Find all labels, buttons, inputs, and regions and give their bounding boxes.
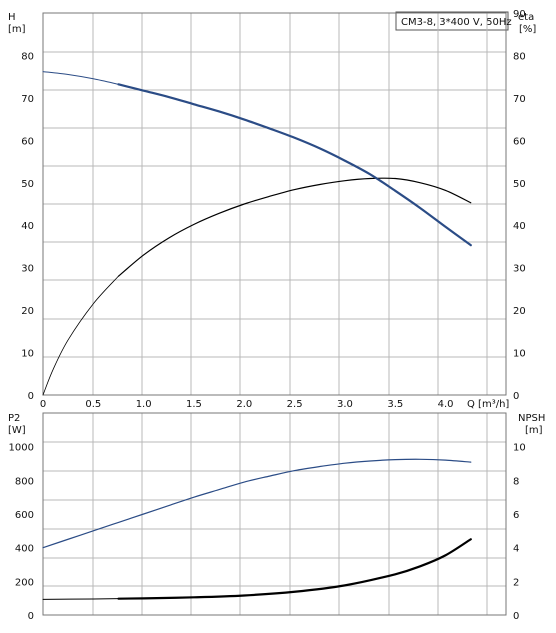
plot-frame xyxy=(42,12,507,396)
head-curve xyxy=(117,83,472,247)
left-axis-tick-label: 600 xyxy=(15,510,34,521)
right-axis-tick-label: 2 xyxy=(513,577,519,588)
bottom-left-axis-title-line2: [W] xyxy=(8,425,26,436)
x-axis-tick-label: 3.5 xyxy=(387,399,403,410)
npsh-curve xyxy=(117,538,472,600)
left-axis-tick-label: 0 xyxy=(28,391,34,402)
top-left-axis-title-line2: [m] xyxy=(8,24,26,35)
left-axis-tick-label: 30 xyxy=(21,264,34,275)
x-axis-label: Q [m³/h] xyxy=(467,399,509,410)
right-axis-tick-label: 10 xyxy=(513,443,526,454)
right-axis-tick-label: 6 xyxy=(513,510,519,521)
npsh-curve xyxy=(42,598,119,600)
top-right-axis-title-line2: [%] xyxy=(519,24,536,35)
right-axis-tick-label: 70 xyxy=(513,94,526,105)
left-axis-tick-label: 400 xyxy=(15,544,34,555)
x-axis-tick-label: 0 xyxy=(40,399,46,410)
left-axis-tick-label: 70 xyxy=(21,94,34,105)
x-axis-tick-label: 3.0 xyxy=(337,399,353,410)
plot-frame xyxy=(42,412,507,616)
top-left-axis-title-line1: H xyxy=(8,12,16,23)
x-axis-tick-label: 2.5 xyxy=(287,399,303,410)
right-axis-tick-label: 0 xyxy=(513,611,519,622)
left-axis-tick-label: 1000 xyxy=(9,443,34,454)
x-axis-tick-label: 1.5 xyxy=(186,399,202,410)
left-axis-tick-label: 800 xyxy=(15,476,34,487)
left-axis-tick-label: 10 xyxy=(21,349,34,360)
right-axis-tick-label: 50 xyxy=(513,179,526,190)
right-axis-tick-label: 90 xyxy=(513,9,526,20)
x-axis-tick-label: 1.0 xyxy=(136,399,152,410)
right-axis-tick-label: 80 xyxy=(513,51,526,62)
left-axis-tick-label: 50 xyxy=(21,179,34,190)
grid-layer xyxy=(42,12,507,616)
left-axis-tick-label: 0 xyxy=(28,611,34,622)
power-p2-curve xyxy=(42,458,472,549)
right-axis-tick-label: 4 xyxy=(513,544,519,555)
right-axis-tick-label: 20 xyxy=(513,306,526,317)
right-axis-tick-label: 0 xyxy=(513,391,519,402)
title-box xyxy=(395,11,509,31)
right-axis-tick-label: 8 xyxy=(513,476,519,487)
bottom-right-axis-title-line1: NPSH xyxy=(518,413,545,424)
left-axis-tick-label: 40 xyxy=(21,221,34,232)
eta-curve xyxy=(42,275,119,396)
title-box-text: CM3-8, 3*400 V, 50Hz xyxy=(401,17,512,28)
left-axis-tick-label: 200 xyxy=(15,577,34,588)
x-axis-tick-label: 4.0 xyxy=(438,399,454,410)
x-axis-tick-label: 0.5 xyxy=(85,399,101,410)
series-layer xyxy=(42,71,472,600)
right-axis-tick-label: 30 xyxy=(513,264,526,275)
x-axis-tick-label: 2.0 xyxy=(236,399,252,410)
right-axis-tick-label: 40 xyxy=(513,221,526,232)
head-curve xyxy=(42,71,119,85)
left-axis-tick-label: 20 xyxy=(21,306,34,317)
bottom-left-axis-title-line1: P2 xyxy=(8,413,20,424)
top-right-axis-title-line1: eta xyxy=(518,12,534,23)
right-axis-tick-label: 10 xyxy=(513,349,526,360)
left-axis-tick-label: 80 xyxy=(21,51,34,62)
bottom-right-axis-title-line2: [m] xyxy=(525,425,543,436)
eta-curve xyxy=(117,177,472,277)
right-axis-tick-label: 60 xyxy=(513,136,526,147)
left-axis-tick-label: 60 xyxy=(21,136,34,147)
